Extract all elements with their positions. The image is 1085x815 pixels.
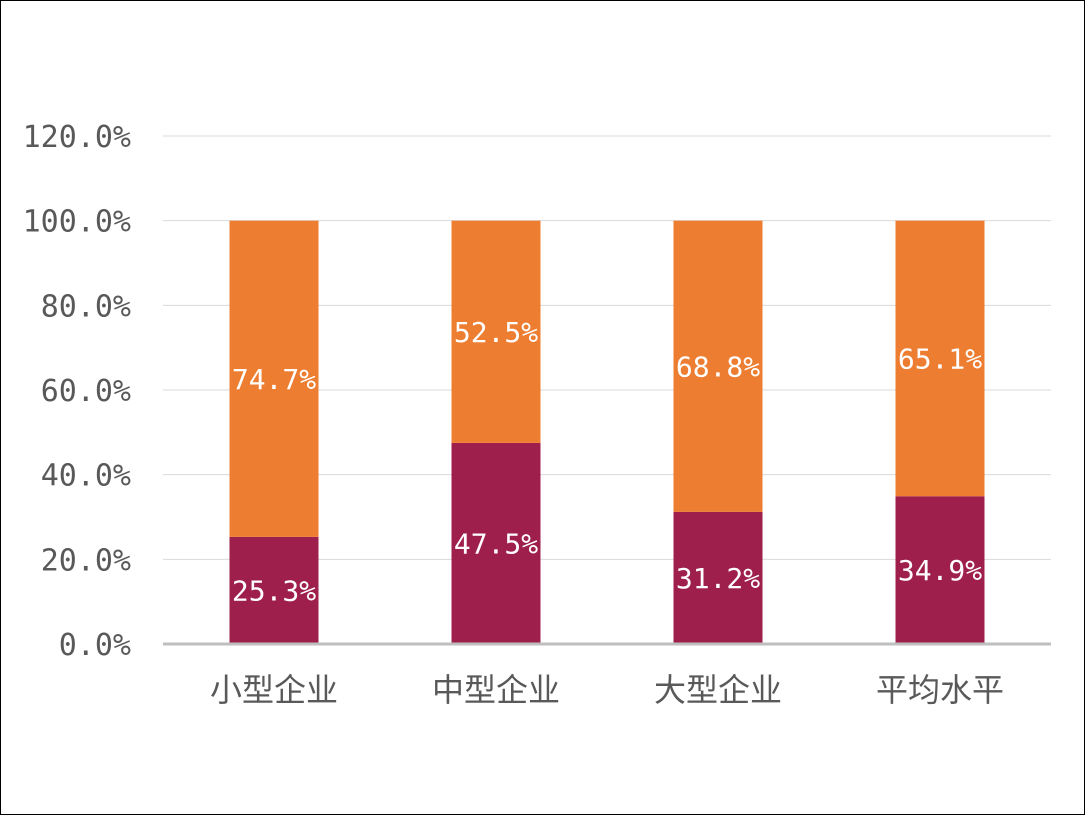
- bar-segment: [673, 511, 763, 644]
- x-category-label: 中型企业: [432, 671, 560, 709]
- bar-segment: [229, 220, 319, 537]
- data-label: 34.9%: [898, 554, 982, 587]
- y-tick-label: 80.0%: [41, 289, 131, 324]
- data-label: 74.7%: [232, 363, 316, 396]
- x-category-label: 平均水平: [876, 671, 1004, 709]
- bar-segment: [895, 496, 985, 644]
- y-tick-label: 100.0%: [23, 205, 131, 240]
- bars: [229, 220, 985, 644]
- y-tick-label: 0.0%: [59, 628, 131, 663]
- data-label: 52.5%: [454, 316, 538, 349]
- data-label: 25.3%: [232, 574, 316, 607]
- data-label: 31.2%: [676, 562, 760, 595]
- y-axis-tick-labels: 0.0% 20.0% 40.0% 60.0% 80.0% 100.0% 120.0%: [23, 120, 131, 663]
- data-labels: 25.3% 74.7% 47.5% 52.5% 31.2% 68.8% 34.9% 65.1%: [232, 316, 982, 608]
- bar-segment: [451, 220, 541, 443]
- bar-segment: [451, 442, 541, 644]
- data-label: 65.1%: [898, 342, 982, 375]
- bar-segment: [673, 220, 763, 512]
- x-axis-category-labels: 小型企业 中型企业 大型企业 平均水平: [210, 671, 1004, 709]
- data-label: 47.5%: [454, 527, 538, 560]
- bar-segment: [895, 220, 985, 497]
- x-category-label: 大型企业: [654, 671, 782, 709]
- bar-segment: [229, 536, 319, 644]
- y-tick-label: 60.0%: [41, 374, 131, 409]
- y-tick-label: 40.0%: [41, 459, 131, 494]
- y-tick-label: 120.0%: [23, 120, 131, 155]
- x-category-label: 小型企业: [210, 671, 338, 709]
- data-label: 68.8%: [676, 350, 760, 383]
- y-tick-label: 20.0%: [41, 543, 131, 578]
